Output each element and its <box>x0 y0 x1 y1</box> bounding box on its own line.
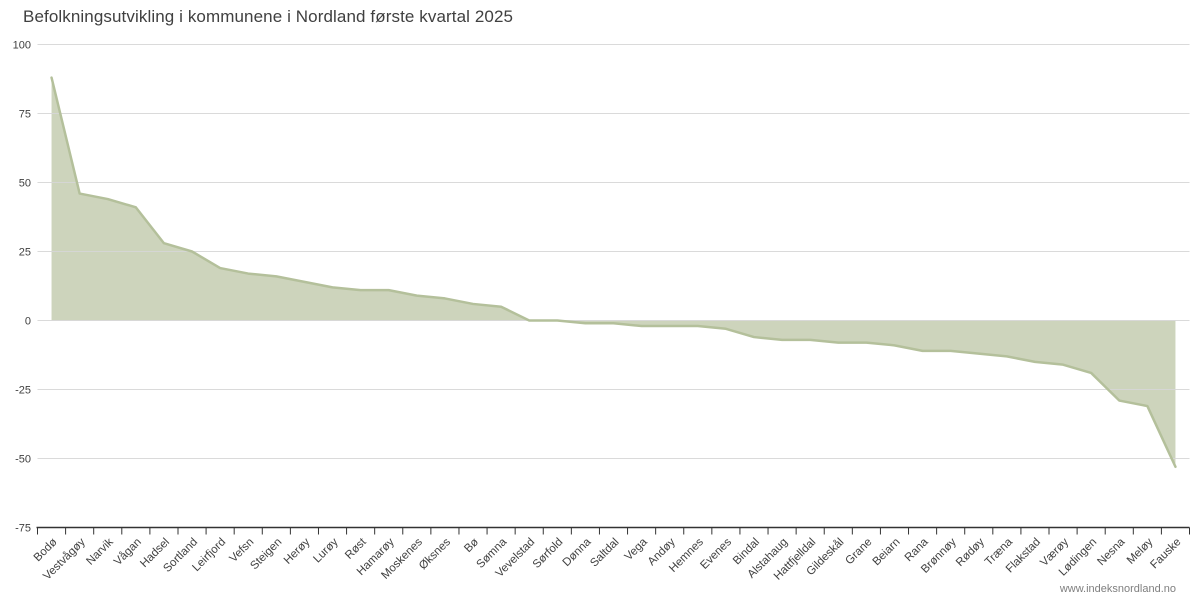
x-tick-label: Nesna <box>1095 536 1127 568</box>
x-tick-label: Lurøy <box>311 536 340 565</box>
chart-title: Befolkningsutvikling i kommunene i Nordl… <box>23 7 514 26</box>
y-tick-label: -25 <box>15 385 31 397</box>
y-tick-label: 25 <box>19 247 31 259</box>
x-tick-label: Sørfold <box>531 536 566 571</box>
y-tick-label: -75 <box>15 523 31 535</box>
x-tick-label: Fauske <box>1148 536 1183 571</box>
x-tick-label: Herøy <box>282 536 313 567</box>
x-tick-label: Beiarn <box>871 536 903 568</box>
x-tick-label: Dønna <box>561 536 594 569</box>
x-tick-label: Narvik <box>84 536 116 568</box>
y-tick-label: 75 <box>19 109 31 121</box>
area-series-line <box>50 76 1177 469</box>
x-tick-label: Grane <box>843 536 874 567</box>
y-tick-label: -50 <box>15 454 31 466</box>
area-series-fill[interactable] <box>51 77 1176 467</box>
x-tick-label: Evenes <box>698 536 734 572</box>
y-tick-label: 0 <box>25 316 31 328</box>
y-tick-label: 100 <box>13 40 31 52</box>
x-tick-label: Bø <box>462 536 481 555</box>
x-tick-label: Steigen <box>248 536 284 572</box>
x-tick-label: Saltdal <box>588 536 621 569</box>
y-tick-label: 50 <box>19 178 31 190</box>
x-tick-label: Rødøy <box>954 536 987 569</box>
source-credit: www.indeksnordland.no <box>1059 583 1176 595</box>
x-tick-label: Øksnes <box>417 536 453 572</box>
